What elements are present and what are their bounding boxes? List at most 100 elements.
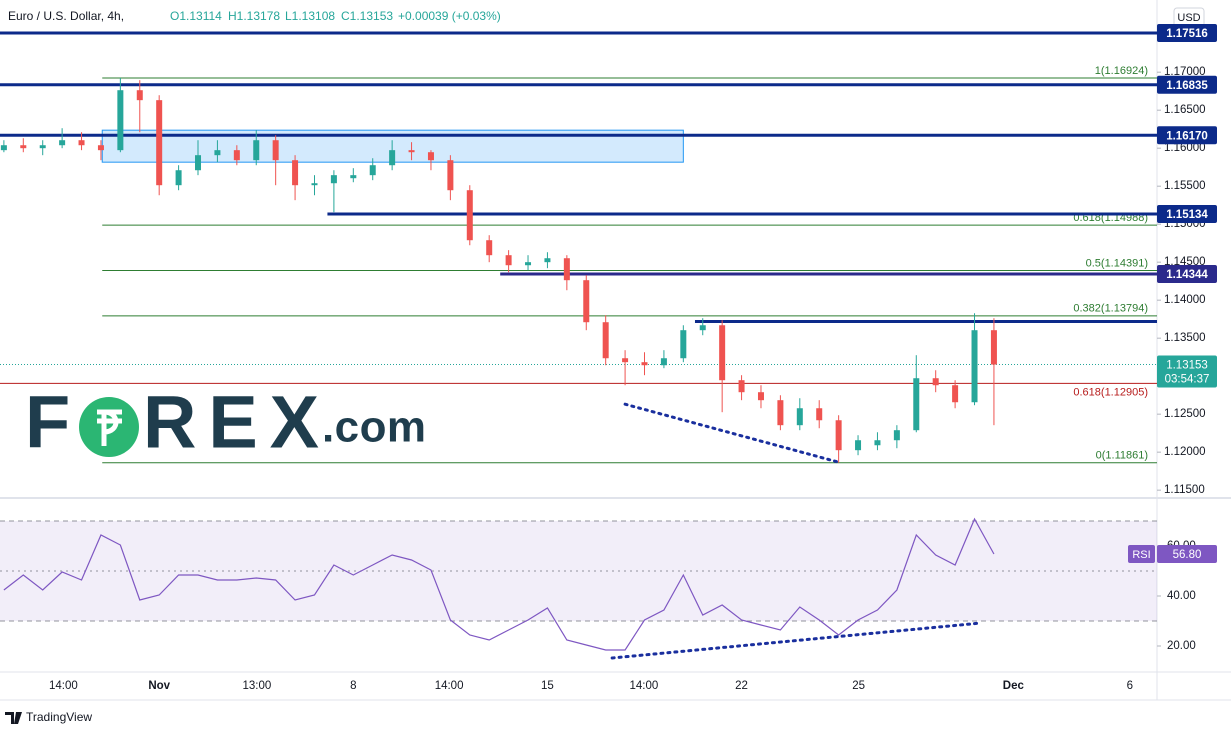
y-tick-label: 1.15500 bbox=[1164, 180, 1206, 192]
candle-body bbox=[505, 255, 512, 266]
y-tick-label: 20.00 bbox=[1167, 640, 1196, 652]
candle-body bbox=[78, 140, 85, 146]
fib-label: 0(1.11861) bbox=[1096, 450, 1148, 462]
candle-body bbox=[563, 258, 570, 281]
last-price-badge bbox=[1157, 355, 1217, 388]
candle-body bbox=[777, 400, 784, 426]
candle-body bbox=[486, 240, 493, 256]
ohlc-high: H1.13178 bbox=[228, 9, 280, 23]
y-tick-label: 1.13500 bbox=[1164, 332, 1206, 344]
candle-body bbox=[680, 330, 687, 359]
y-tick-label: 1.16500 bbox=[1164, 104, 1206, 116]
currency[interactable]: USD bbox=[1177, 12, 1200, 24]
logo-text: REX bbox=[143, 381, 319, 464]
candle-body bbox=[835, 420, 842, 451]
candle-body bbox=[952, 385, 959, 403]
candle-body bbox=[389, 150, 396, 166]
x-tick-label: 14:00 bbox=[435, 680, 464, 692]
last-price-label: 1.13153 bbox=[1166, 360, 1208, 372]
price-badge-label: 1.17516 bbox=[1166, 28, 1208, 40]
price-badge bbox=[1157, 265, 1217, 284]
x-tick-label: Dec bbox=[1003, 680, 1025, 692]
y-tick-label: 1.14000 bbox=[1164, 294, 1206, 306]
candle-body bbox=[175, 170, 182, 186]
price-badge bbox=[1157, 75, 1217, 94]
x-tick-label: 22 bbox=[735, 680, 748, 692]
fib-label: 0.618(1.12905) bbox=[1073, 386, 1148, 398]
price-badge-label: 1.16170 bbox=[1166, 130, 1208, 142]
candle-body bbox=[893, 430, 900, 441]
candle-body bbox=[330, 175, 337, 184]
candle-body bbox=[59, 140, 66, 146]
countdown-label: 03:54:37 bbox=[1165, 374, 1210, 386]
candle-body bbox=[544, 258, 551, 263]
candle-body bbox=[757, 392, 764, 401]
candle-body bbox=[466, 190, 473, 241]
x-tick-label: 8 bbox=[350, 680, 356, 692]
symbol-title: Euro / U.S. Dollar, 4h, bbox=[8, 9, 124, 23]
candle-body bbox=[816, 408, 823, 421]
logo-coin-symbol bbox=[97, 409, 122, 446]
footer-brand[interactable]: TradingView bbox=[26, 710, 92, 724]
candle-body bbox=[874, 440, 881, 446]
x-tick-label: 14:00 bbox=[629, 680, 658, 692]
price-badge-label: 1.14344 bbox=[1166, 269, 1208, 281]
candle-body bbox=[738, 380, 745, 393]
price-badge-label: 1.15134 bbox=[1166, 209, 1208, 221]
candle-body bbox=[350, 175, 357, 179]
candle-body bbox=[990, 330, 997, 365]
candle-body bbox=[913, 378, 920, 431]
candle-body bbox=[20, 145, 27, 149]
ohlc-low: L1.13108 bbox=[285, 9, 335, 23]
candle-body bbox=[408, 150, 415, 153]
x-tick-label: 13:00 bbox=[243, 680, 272, 692]
rsi-name-badge bbox=[1128, 545, 1155, 563]
price-badge bbox=[1157, 204, 1217, 223]
candle-body bbox=[660, 358, 667, 366]
candle-body bbox=[932, 378, 939, 386]
rsi-name: RSI bbox=[1132, 549, 1150, 561]
y-tick-label: 1.11500 bbox=[1164, 484, 1205, 496]
candle-body bbox=[117, 90, 124, 151]
x-tick-label: 14:00 bbox=[49, 680, 78, 692]
rsi-line bbox=[3, 517, 995, 651]
fib-label: 1(1.16924) bbox=[1095, 65, 1148, 77]
price-badge-label: 1.16835 bbox=[1166, 80, 1208, 92]
candle-body bbox=[0, 145, 7, 151]
ohlc-open: O1.13114 bbox=[170, 9, 222, 23]
trendline bbox=[610, 621, 983, 660]
candle-body bbox=[796, 408, 803, 426]
candle-body bbox=[253, 140, 260, 161]
ohlc-change: +0.00039 (+0.03%) bbox=[398, 9, 501, 23]
candle-body bbox=[622, 358, 629, 363]
logo-text: .com bbox=[322, 403, 426, 452]
candle-body bbox=[641, 362, 648, 366]
candle-body bbox=[719, 325, 726, 381]
candle-body bbox=[602, 322, 609, 359]
candle-body bbox=[855, 440, 862, 451]
candle-body bbox=[583, 280, 590, 323]
candle-body bbox=[311, 183, 318, 186]
x-tick-label: 25 bbox=[852, 680, 865, 692]
candle-body bbox=[233, 150, 240, 161]
y-tick-label: 1.12500 bbox=[1164, 408, 1206, 420]
candle-body bbox=[447, 160, 454, 191]
rsi-value-label: 56.80 bbox=[1173, 549, 1202, 561]
candle-body bbox=[369, 165, 376, 176]
tradingview-logo[interactable] bbox=[5, 712, 22, 724]
candle-body bbox=[156, 100, 163, 186]
x-tick-label: 15 bbox=[541, 680, 554, 692]
y-tick-label: 1.12000 bbox=[1164, 446, 1206, 458]
candle-body bbox=[39, 145, 46, 149]
candle-body bbox=[971, 330, 978, 403]
y-tick-label: 40.00 bbox=[1167, 590, 1196, 602]
candle-body bbox=[195, 155, 202, 171]
y-tick-label: 1.17000 bbox=[1164, 66, 1206, 78]
candle-body bbox=[292, 160, 299, 186]
y-tick-label: 1.16000 bbox=[1164, 142, 1206, 154]
price-badge bbox=[1157, 23, 1217, 42]
fib-label: 0.5(1.14391) bbox=[1086, 257, 1148, 269]
candle-body bbox=[699, 325, 706, 331]
